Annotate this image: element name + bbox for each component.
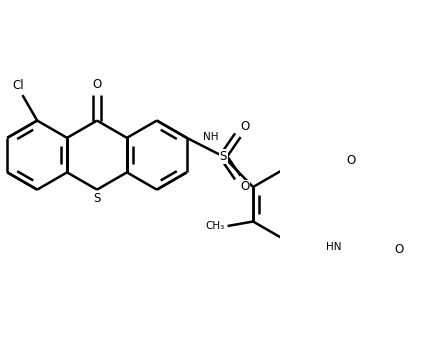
Text: Cl: Cl (13, 80, 24, 92)
Text: HN: HN (326, 242, 341, 252)
Text: CH₃: CH₃ (205, 221, 224, 231)
Text: S: S (219, 150, 227, 163)
Text: O: O (394, 243, 403, 256)
Text: O: O (346, 154, 355, 167)
Text: O: O (92, 78, 101, 91)
Text: O: O (240, 180, 250, 193)
Text: O: O (240, 119, 250, 132)
Text: NH: NH (203, 132, 219, 142)
Text: S: S (93, 192, 101, 205)
